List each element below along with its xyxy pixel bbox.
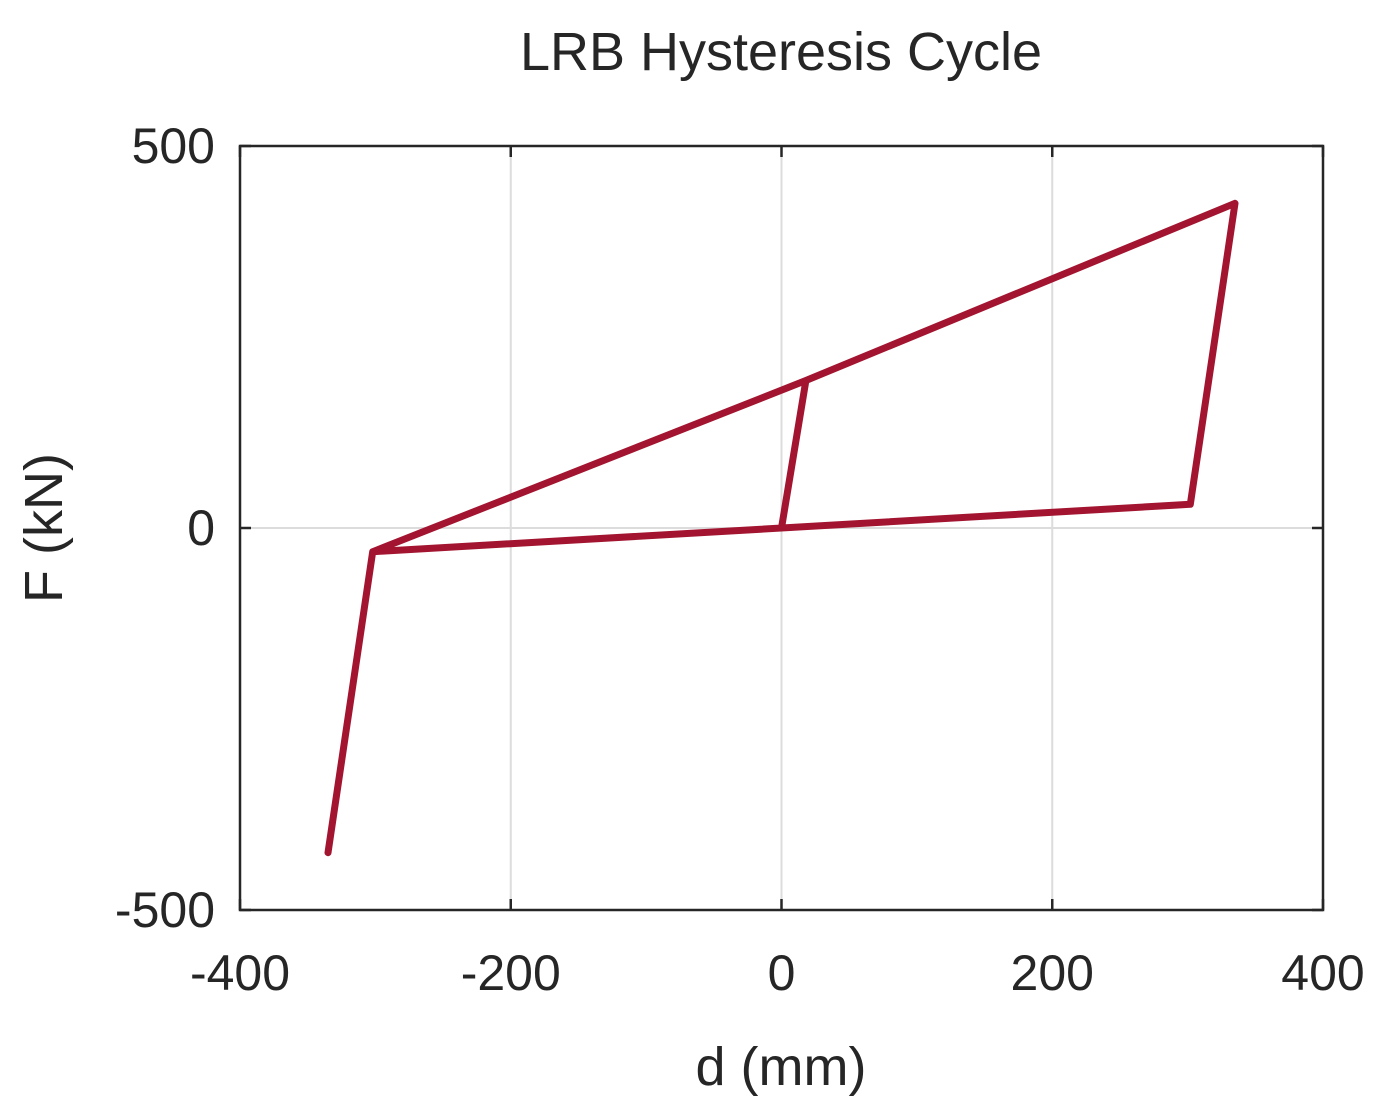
x-tick-label: 200	[1011, 945, 1094, 1001]
x-tick-label: -200	[461, 945, 561, 1001]
series-layer	[324, 199, 1239, 857]
y-tick-label: -500	[115, 882, 215, 938]
tick-labels: -400 -200 0 200 400 -500 0 500	[115, 118, 1365, 1001]
x-tick-label: 0	[768, 945, 796, 1001]
y-tick-label: 500	[132, 118, 215, 174]
hysteresis-series-line	[324, 199, 1239, 857]
x-tick-label: -400	[190, 945, 290, 1001]
x-tick-label: 400	[1281, 945, 1364, 1001]
chart-title: LRB Hysteresis Cycle	[520, 22, 1042, 82]
y-tick-label: 0	[187, 500, 215, 556]
y-axis-label: F (kN)	[14, 453, 74, 603]
x-axis-label: d (mm)	[696, 1037, 867, 1097]
tick-marks	[238, 144, 1325, 912]
